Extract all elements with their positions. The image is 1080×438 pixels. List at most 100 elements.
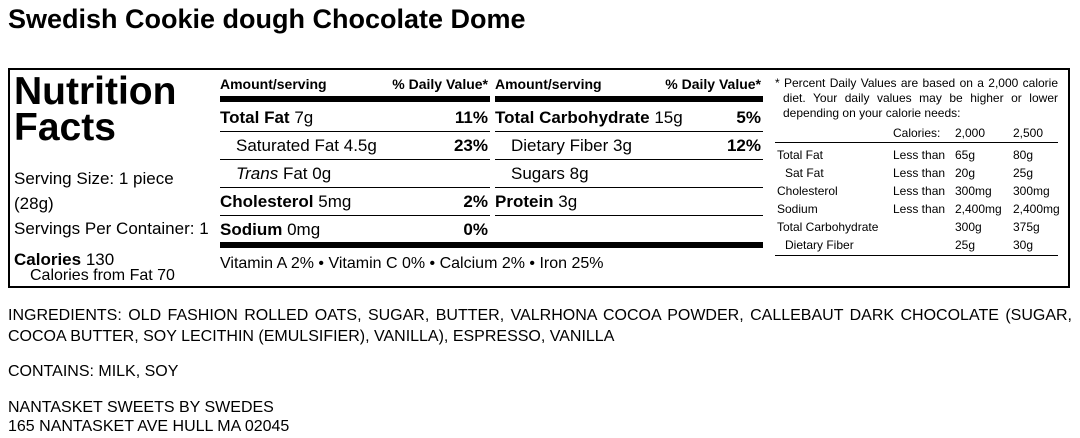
nutrient-label: Sugars 8g <box>495 164 589 183</box>
nutrient-amount: 15g <box>654 108 683 127</box>
nutrient-column: Amount/serving % Daily Value* Total Carboh… <box>495 76 763 246</box>
nutrient-name: Total Carbohydrate <box>495 108 650 127</box>
footnote-relation: Less than <box>893 184 946 198</box>
nutrient-amount: 5mg <box>318 192 352 211</box>
footnote-nutrient: Sat Fat <box>785 166 824 180</box>
nutrient-name: Saturated Fat <box>236 136 340 155</box>
daily-value-header: % Daily Value* <box>392 76 488 92</box>
allergens: CONTAINS: MILK, SOY <box>8 363 179 380</box>
nutrient-name: Cholesterol <box>220 192 314 211</box>
nutrient-row: Sodium 0mg 0% <box>220 216 490 244</box>
nutrient-amount: 3g <box>613 136 632 155</box>
daily-value: 12% <box>726 136 761 155</box>
footnote-2000: 25g <box>955 238 976 252</box>
footnote-2500: 2,400mg <box>1013 202 1060 216</box>
nutrient-row: Protein 3g <box>495 188 763 216</box>
serving-size: Serving Size: 1 piece (28g) <box>14 169 174 213</box>
header-rule <box>495 96 763 102</box>
product-title: Swedish Cookie dough Chocolate Dome <box>8 4 526 34</box>
footnote-2000: 65g <box>955 148 976 162</box>
footnote-table: Calories: 2,000 2,500 Total Fat Less than 65g… <box>775 124 1060 256</box>
nutrient-label: Trans Fat 0g <box>220 164 331 183</box>
footnote-nutrient: Sodium <box>777 202 818 216</box>
daily-value: 11% <box>454 108 488 127</box>
nutrient-row: Dietary Fiber 3g 12% <box>495 132 763 160</box>
nutrient-column: Amount/serving % Daily Value* Total Fat 7g… <box>220 76 490 246</box>
nutrient-label: Protein 3g <box>495 192 577 211</box>
footnote-nutrient: Total Carbohydrate <box>777 220 879 234</box>
footnote-row: Total Carbohydrate 300g 375g <box>775 218 1058 236</box>
footnote-row: Cholesterol Less than 300mg 300mg <box>775 182 1058 200</box>
footnote-row: Sodium Less than 2,400mg 2,400mg <box>775 200 1060 218</box>
footnote-nutrient: Cholesterol <box>777 184 838 198</box>
footnote-2000: 300mg <box>955 184 992 198</box>
calories: Calories 130 <box>14 247 114 272</box>
nutrient-label: Dietary Fiber 3g <box>495 136 632 155</box>
vitamins: Vitamin A 2% • Vitamin C 0% • Calcium 2%… <box>220 255 604 272</box>
calories-from-fat: Calories from Fat 70 <box>30 267 175 284</box>
nutrient-row: Total Fat 7g 11% <box>220 104 490 132</box>
nutrient-row: Trans Fat 0g <box>220 160 490 188</box>
calories-label: Calories <box>14 250 82 269</box>
footnote-2500: 300mg <box>1013 184 1050 198</box>
footnote-row: Dietary Fiber 25g 30g <box>775 236 1058 254</box>
nutrient-name: Total Fat <box>220 108 290 127</box>
label-heading: Nutrition Facts <box>14 70 177 149</box>
footnote-2000: 20g <box>955 166 976 180</box>
nutrient-amount: 0g <box>312 164 332 183</box>
nutrient-label: Total Carbohydrate 15g <box>495 108 683 127</box>
daily-value: 23% <box>453 136 488 155</box>
footnote-header-cell: 2,500 <box>1013 126 1044 140</box>
amount-header: Amount/serving <box>495 76 602 92</box>
footnote-2000: 2,400mg <box>955 202 1002 216</box>
nutrient-row: Total Carbohydrate 15g 5% <box>495 104 763 132</box>
footnote-text: * Percent Daily Values are based on a 2,… <box>775 76 1058 120</box>
ingredients: INGREDIENTS: OLD FASHION ROLLED OATS, SU… <box>8 307 1072 345</box>
footnote-2500: 25g <box>1013 166 1034 180</box>
nutrient-row: Cholesterol 5mg 2% <box>220 188 490 216</box>
footnote: * Percent Daily Values are based on a 2,… <box>775 76 1060 256</box>
daily-value-header: % Daily Value* <box>665 76 761 92</box>
nutrient-label: Sodium 0mg <box>220 220 320 239</box>
nutrient-amount: 4.5g <box>343 136 377 155</box>
nutrient-row: Saturated Fat 4.5g 23% <box>220 132 490 160</box>
nutrient-amount: 7g <box>294 108 314 127</box>
footnote-row: Sat Fat Less than 20g 25g <box>775 164 1058 182</box>
footnote-row: Total Fat Less than 65g 80g <box>775 146 1058 164</box>
footnote-header-cell: 2,000 <box>955 126 986 140</box>
nutrient-amount: 8g <box>569 164 589 183</box>
footnote-nutrient: Total Fat <box>777 148 824 162</box>
footnote-2000: 300g <box>955 220 982 234</box>
nutrient-label: Cholesterol 5mg <box>220 192 351 211</box>
footnote-relation: Less than <box>893 166 946 180</box>
nutrient-label: Saturated Fat 4.5g <box>220 136 377 155</box>
footnote-2500: 375g <box>1013 220 1040 234</box>
nutrient-label: Total Fat 7g <box>220 108 313 127</box>
footnote-nutrient: Dietary Fiber <box>785 238 854 252</box>
nutrient-name: Dietary Fiber <box>511 136 609 155</box>
manufacturer-name: NANTASKET SWEETS BY SWEDES <box>8 399 274 416</box>
footnote-2500: 80g <box>1013 148 1034 162</box>
nutrient-row: Sugars 8g <box>495 160 763 188</box>
daily-value: 2% <box>463 192 488 211</box>
footnote-relation: Less than <box>893 148 946 162</box>
nutrient-name: Sugars <box>511 164 565 183</box>
header-rule <box>220 96 490 102</box>
nutrient-name: Fat <box>282 164 308 183</box>
footnote-2500: 30g <box>1013 238 1034 252</box>
nutrient-name: Protein <box>495 192 554 211</box>
nutrition-label: Nutrition Facts Serving Size: 1 piece (2… <box>8 68 1070 288</box>
daily-value: 5% <box>736 108 761 127</box>
nutrient-name: Sodium <box>220 220 283 239</box>
daily-value: 0% <box>463 220 488 239</box>
footnote-header: Calories: 2,000 2,500 <box>775 124 1058 143</box>
servings-per-container: Servings Per Container: 1 <box>14 219 209 238</box>
nutrient-amount: 0mg <box>287 220 321 239</box>
footnote-header-cell: Calories: <box>893 126 941 140</box>
amount-header: Amount/serving <box>220 76 327 92</box>
footnote-relation: Less than <box>893 202 946 216</box>
footnote-body: Total Fat Less than 65g 80g Sat Fat Less than… <box>775 143 1060 256</box>
thick-rule <box>220 242 763 248</box>
nutrient-name-italic: Trans <box>236 164 279 183</box>
